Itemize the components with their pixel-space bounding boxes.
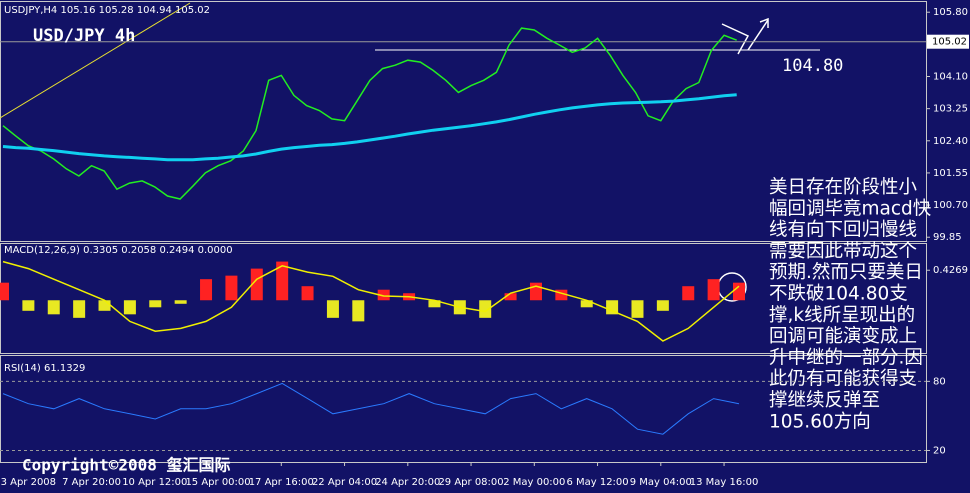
y-tick-label: 105.80	[933, 7, 968, 18]
macd-bar	[682, 286, 695, 301]
commentary-line: 此仍有可能获得支	[769, 369, 917, 390]
rsi-line	[2, 382, 740, 435]
macd-bar	[656, 300, 669, 311]
x-tick-label: 24 Apr 20:00	[375, 477, 440, 488]
commentary-line: 105.60方向	[769, 411, 871, 432]
arrow-path	[721, 23, 750, 55]
macd-bar	[479, 300, 492, 318]
current-price-label: 105.02	[932, 37, 967, 48]
macd-bar	[149, 300, 162, 308]
rsi-panel	[0, 355, 927, 463]
commentary-line: 撑,k线所呈现出的	[769, 305, 915, 326]
copyright: Copyright©2008 玺汇国际	[22, 456, 231, 475]
commentary-line: 美日存在阶段性小	[769, 177, 918, 198]
commentary-line: 需要因此带动这个	[769, 241, 917, 262]
arrow-up	[747, 19, 769, 51]
commentary-line: 预期.然而只要美日	[769, 262, 923, 283]
macd-bar	[225, 275, 238, 301]
x-tick-label: 15 Apr 00:00	[185, 477, 250, 488]
x-tick-label: 7 Apr 20:00	[62, 477, 121, 488]
macd-bar	[555, 289, 568, 301]
x-tick-label: 10 Apr 12:00	[122, 477, 187, 488]
macd-bar	[504, 293, 517, 301]
y-tick-label: 80	[933, 376, 946, 387]
support-label: 104.80	[782, 56, 843, 76]
macd-bar	[98, 300, 111, 311]
y-tick-label: 104.10	[933, 71, 968, 82]
x-tick-label: 9 May 04:00	[630, 477, 692, 488]
macd-bar	[606, 300, 619, 315]
y-tick-label: 20	[933, 445, 946, 456]
commentary-line: 不跌破104.80支	[769, 284, 908, 305]
commentary-line: 撑继续反弹至	[769, 390, 880, 411]
macd-bar	[580, 300, 593, 308]
macd-bar	[123, 300, 136, 315]
forecast-arrows	[721, 17, 769, 55]
current-price-box	[927, 34, 969, 49]
macd-bar	[707, 279, 720, 301]
macd-title: MACD(12,26,9) 0.3305 0.2058 0.2494 0.000…	[4, 245, 233, 256]
y-tick-label: 100.70	[933, 200, 968, 211]
signal-line	[2, 260, 740, 342]
x-tick-label: 22 Apr 04:00	[312, 477, 377, 488]
macd-bar	[174, 300, 187, 304]
trend-line	[0, 2, 191, 119]
macd-bar	[73, 300, 86, 318]
rsi-title: RSI(14) 61.1329	[4, 363, 85, 374]
arrow-head	[759, 17, 769, 28]
x-tick-label: 13 May 16:00	[690, 477, 759, 488]
y-tick-label: 103.25	[933, 104, 968, 115]
macd-bar	[47, 300, 60, 315]
commentary-line: 升中继的一部分.因	[769, 347, 923, 368]
macd-bar	[326, 300, 339, 318]
x-tick-label: 3 Apr 2008	[1, 477, 56, 488]
macd-bar	[301, 286, 314, 301]
macd-bar	[0, 282, 9, 301]
x-tick-label: 6 May 12:00	[566, 477, 628, 488]
y-tick-label: 102.40	[933, 136, 968, 147]
x-tick-label: 17 Apr 16:00	[249, 477, 314, 488]
commentary-line: 线有向下回归慢线	[769, 220, 917, 241]
macd-bar	[22, 300, 35, 311]
x-tick-label: 29 Apr 08:00	[438, 477, 503, 488]
commentary-line: 回调可能演变成上	[769, 326, 917, 347]
macd-bar	[733, 282, 745, 301]
chart-title: USD/JPY 4h	[33, 26, 135, 46]
macd-bar	[200, 279, 213, 301]
y-tick-label: 0.4269	[933, 265, 968, 276]
macd-bar	[529, 282, 542, 301]
macd-bar	[276, 261, 289, 301]
macd-bar	[377, 289, 390, 301]
macd-bar	[250, 268, 263, 301]
plot-layer: 105.80 104.10 103.25 102.40 101.55 100.70 99.8…	[0, 7, 969, 488]
y-tick-label: 101.55	[933, 168, 968, 179]
chart-subtitle: USDJPY,H4 105.16 105.28 104.94 105.02	[4, 5, 210, 16]
macd-bar	[631, 300, 644, 318]
commentary-line: 幅回调毕竟macd快	[769, 198, 931, 219]
price-panel	[0, 1, 927, 242]
x-tick-label: 2 May 00:00	[503, 477, 565, 488]
y-tick-label: 99.85	[933, 232, 962, 243]
moving-average	[2, 93, 737, 162]
macd-bar	[352, 300, 365, 322]
macd-bar	[428, 300, 441, 308]
price-line	[2, 27, 737, 200]
